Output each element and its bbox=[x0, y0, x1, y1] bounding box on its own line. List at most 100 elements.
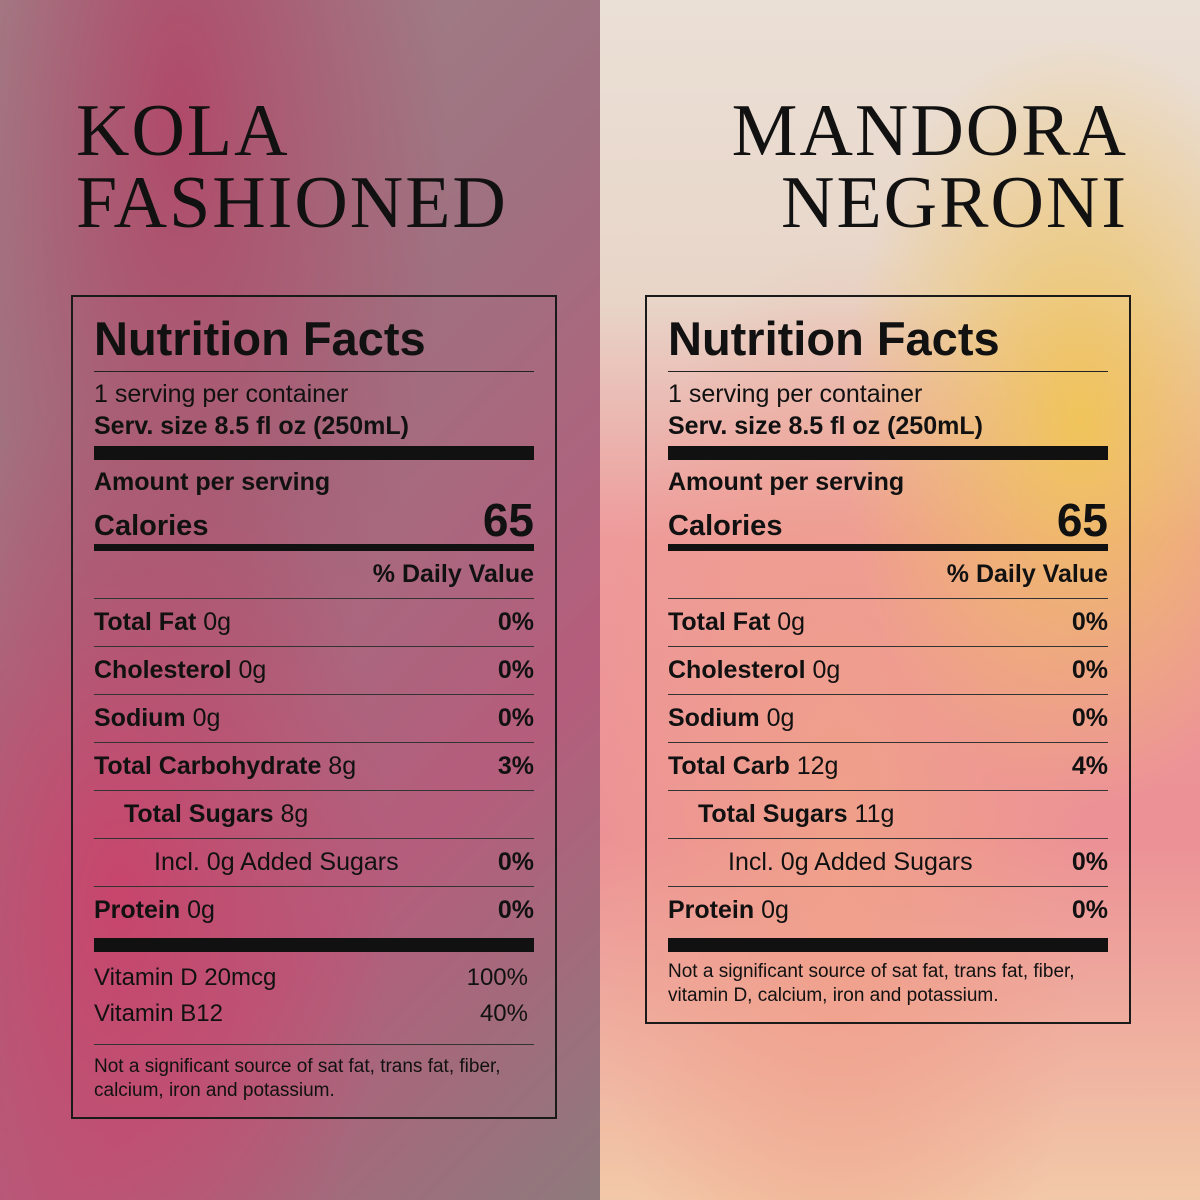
nutrient-row: Cholesterol 0g 0% bbox=[668, 646, 1108, 694]
nutrient-name: Cholesterol 0g bbox=[668, 656, 840, 685]
nutrient-dv: 0% bbox=[1071, 704, 1108, 732]
calories-row: Calories 65 bbox=[668, 494, 1108, 546]
nutrient-amount: 0g bbox=[187, 896, 215, 924]
nutrient-label: Total Fat bbox=[668, 608, 771, 636]
daily-value-header: % Daily Value bbox=[946, 560, 1108, 588]
nutrient-name: Sodium 0g bbox=[94, 704, 220, 733]
nutrient-row: Total Fat 0g 0% bbox=[94, 598, 534, 646]
vitamin-row: Vitamin D 20mcg 100% bbox=[94, 960, 534, 996]
nutrient-label: Sodium bbox=[94, 704, 186, 732]
nutrient-row: Incl. 0g Added Sugars 0% bbox=[94, 838, 534, 886]
nutrient-dv: 4% bbox=[1071, 752, 1108, 780]
nutrient-name: Total Carbohydrate 8g bbox=[94, 752, 356, 781]
nutrient-row: Protein 0g 0% bbox=[668, 886, 1108, 934]
nutrient-amount: 0g bbox=[761, 896, 789, 924]
nutrient-row: Total Sugars 11g bbox=[668, 790, 1108, 838]
nutrient-name: Protein 0g bbox=[668, 896, 789, 925]
servings: 1 serving per container bbox=[668, 380, 923, 408]
nutrient-label: Protein bbox=[94, 896, 181, 924]
title-line: NEGRONI bbox=[781, 162, 1128, 244]
nutrient-row: Cholesterol 0g 0% bbox=[94, 646, 534, 694]
divider bbox=[94, 446, 534, 460]
vitamin-row: Vitamin B12 40% bbox=[94, 996, 534, 1032]
divider bbox=[668, 938, 1108, 952]
nutrient-name: Incl. 0g Added Sugars bbox=[94, 848, 399, 877]
nutrient-row: Sodium 0g 0% bbox=[94, 694, 534, 742]
calories-value: 65 bbox=[1056, 494, 1108, 546]
calories-value: 65 bbox=[482, 494, 534, 546]
nutrient-name: Total Carb 12g bbox=[668, 752, 838, 781]
amount-per-serving: Amount per serving bbox=[668, 468, 905, 496]
nutrient-amount: 0g bbox=[192, 704, 221, 732]
nutrient-dv: 0% bbox=[1071, 608, 1108, 636]
product-title: KOLA FASHIONED bbox=[76, 90, 508, 244]
serving-size: Serv. size 8.5 fl oz (250mL) bbox=[668, 412, 983, 440]
nutrition-label: Nutrition Facts 1 serving per container Se… bbox=[645, 295, 1131, 1024]
nutrient-text: Incl. 0g Added Sugars bbox=[728, 848, 973, 876]
nutrient-row: Total Fat 0g 0% bbox=[668, 598, 1108, 646]
nutrient-label: Protein bbox=[668, 896, 755, 924]
nutrient-text: Incl. 0g Added Sugars bbox=[154, 848, 399, 876]
nutrient-label: Total Sugars bbox=[698, 800, 848, 828]
title-line: FASHIONED bbox=[76, 162, 508, 244]
divider bbox=[94, 938, 534, 952]
daily-value-header: % Daily Value bbox=[372, 560, 534, 588]
nutrient-row: Incl. 0g Added Sugars 0% bbox=[668, 838, 1108, 886]
nutrient-label: Total Fat bbox=[94, 608, 197, 636]
divider bbox=[94, 544, 534, 551]
nutrient-amount: 8g bbox=[328, 752, 357, 780]
nutrient-row: Sodium 0g 0% bbox=[668, 694, 1108, 742]
servings: 1 serving per container bbox=[94, 380, 349, 408]
nutrient-label: Cholesterol bbox=[668, 656, 806, 684]
nutrient-amount: 8g bbox=[280, 800, 309, 828]
nutrient-dv: 0% bbox=[1071, 656, 1108, 684]
nutrition-label: Nutrition Facts 1 serving per container Se… bbox=[71, 295, 557, 1119]
label-heading: Nutrition Facts bbox=[94, 307, 534, 372]
nutrient-amount: 0g bbox=[777, 608, 806, 636]
nutrient-row: Total Carbohydrate 8g 3% bbox=[94, 742, 534, 790]
amount-per-serving: Amount per serving bbox=[94, 468, 331, 496]
nutrient-label: Total Carb bbox=[668, 752, 790, 780]
vitamin-name: Vitamin B12 bbox=[94, 1000, 223, 1027]
nutrient-dv: 0% bbox=[497, 896, 534, 924]
footnote: Not a significant source of sat fat, tra… bbox=[94, 1044, 534, 1103]
nutrient-label: Sodium bbox=[668, 704, 760, 732]
nutrient-dv: 0% bbox=[497, 704, 534, 732]
nutrient-amount: 0g bbox=[812, 656, 841, 684]
nutrient-name: Protein 0g bbox=[94, 896, 215, 925]
nutrient-dv: 3% bbox=[497, 752, 534, 780]
nutrient-dv: 0% bbox=[1071, 848, 1108, 876]
nutrient-row: Total Sugars 8g bbox=[94, 790, 534, 838]
nutrient-label: Total Carbohydrate bbox=[94, 752, 322, 780]
serving-size: Serv. size 8.5 fl oz (250mL) bbox=[94, 412, 409, 440]
nutrient-row: Total Carb 12g 4% bbox=[668, 742, 1108, 790]
calories-label: Calories bbox=[94, 510, 209, 542]
product-title: MANDORA NEGRONI bbox=[732, 94, 1128, 244]
nutrient-label: Total Sugars bbox=[124, 800, 274, 828]
nutrient-amount: 0g bbox=[766, 704, 795, 732]
nutrient-amount: 12g bbox=[796, 752, 839, 780]
nutrient-dv: 0% bbox=[497, 608, 534, 636]
nutrient-dv: 0% bbox=[497, 848, 534, 876]
title-line: KOLA bbox=[76, 90, 290, 172]
nutrient-name: Total Fat 0g bbox=[668, 608, 805, 637]
vitamin-dv: 40% bbox=[479, 1000, 528, 1027]
footnote: Not a significant source of sat fat, tra… bbox=[668, 961, 1075, 1006]
divider bbox=[668, 446, 1108, 460]
nutrient-label: Cholesterol bbox=[94, 656, 232, 684]
nutrient-name: Incl. 0g Added Sugars bbox=[668, 848, 973, 877]
vitamin-dv: 100% bbox=[466, 964, 528, 991]
label-heading: Nutrition Facts bbox=[668, 307, 1108, 372]
calories-row: Calories 65 bbox=[94, 494, 534, 546]
background-left bbox=[0, 0, 600, 1200]
nutrient-name: Total Sugars 11g bbox=[668, 800, 894, 829]
calories-label: Calories bbox=[668, 510, 783, 542]
nutrient-amount: 0g bbox=[238, 656, 267, 684]
background-right bbox=[600, 0, 1200, 1200]
divider bbox=[668, 544, 1108, 551]
nutrient-name: Total Fat 0g bbox=[94, 608, 231, 637]
nutrient-amount: 11g bbox=[854, 800, 895, 828]
nutrient-dv: 0% bbox=[1071, 896, 1108, 924]
nutrient-amount: 0g bbox=[203, 608, 232, 636]
